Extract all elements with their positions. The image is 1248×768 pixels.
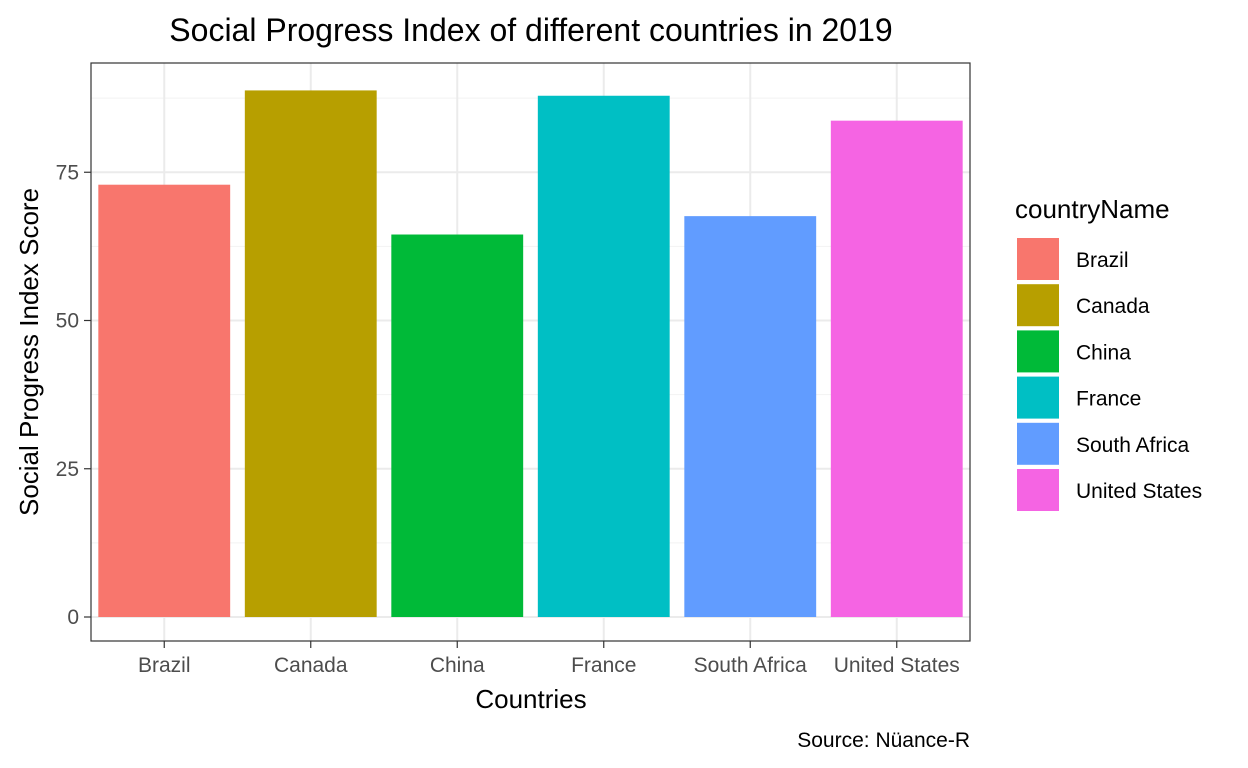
plot-border [90, 62, 971, 642]
legend-key [1017, 376, 1059, 419]
x-axis: Brazil Canada China France South Africa Unite… [138, 641, 960, 677]
y-tick-label: 0 [67, 606, 79, 629]
x-tick-label: China [430, 654, 485, 677]
legend-key [1017, 469, 1059, 511]
bar-brazil [98, 184, 231, 617]
legend-label: United States [1076, 480, 1202, 503]
legend-label: Canada [1076, 295, 1150, 318]
chart-title: Social Progress Index of different count… [169, 12, 892, 48]
bar-france [537, 95, 670, 618]
legend: countryName Brazil Canada China France South… [1015, 194, 1202, 511]
grid-minor [91, 97, 970, 544]
legend-label: Brazil [1076, 249, 1129, 272]
x-tick-label: Canada [274, 654, 348, 677]
legend-label: China [1076, 341, 1131, 364]
plot-background [91, 63, 970, 641]
legend-key [1017, 330, 1059, 373]
legend-title: countryName [1015, 194, 1170, 224]
x-tick-label: Brazil [138, 654, 191, 677]
y-tick-label: 75 [56, 161, 79, 184]
legend-key [1017, 422, 1059, 465]
y-tick-label: 50 [56, 310, 79, 333]
x-tick-label: France [571, 654, 636, 677]
y-axis-title: Social Progress Index Score [14, 188, 44, 516]
legend-label: South Africa [1076, 434, 1190, 457]
y-axis: 0 25 50 75 [56, 161, 91, 629]
legend-label: France [1076, 388, 1141, 411]
x-tick-label: South Africa [694, 654, 808, 677]
plot-area [90, 62, 971, 642]
legend-key [1017, 284, 1059, 327]
bar-south-africa [684, 216, 817, 617]
y-tick-label: 25 [56, 458, 79, 481]
x-tick-label: United States [834, 654, 960, 677]
legend-entries: Brazil Canada China France South Africa Unite… [1017, 238, 1202, 511]
bar-united-states [830, 120, 963, 617]
bars [98, 90, 963, 618]
bar-canada [244, 90, 377, 617]
x-axis-title: Countries [475, 684, 586, 714]
bar-china [391, 234, 524, 617]
chart-caption: Source: Nüance-R [797, 729, 970, 752]
legend-key [1017, 238, 1059, 280]
